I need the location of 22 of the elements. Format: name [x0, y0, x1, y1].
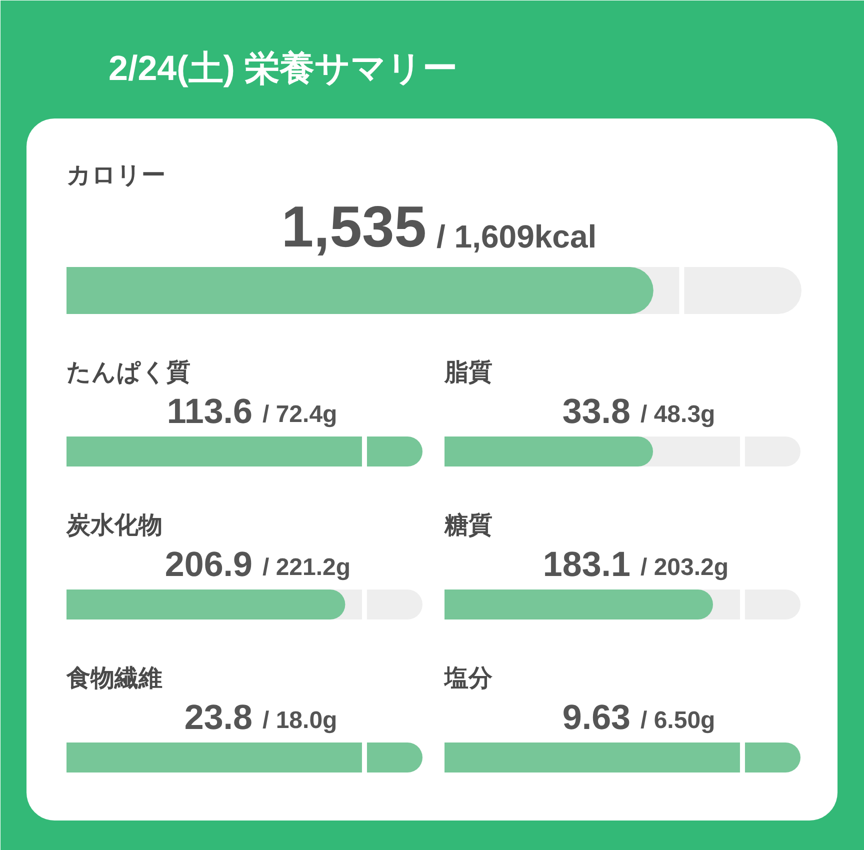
- data-label: 33.8: [562, 392, 631, 431]
- category-label: たんぱく質: [66, 359, 190, 386]
- data-label: 113.6: [166, 392, 252, 431]
- category-label: 糖質: [444, 512, 492, 539]
- data-label: 183.1: [542, 545, 631, 584]
- data-label: / 6.50g: [640, 707, 716, 734]
- data-label: 1,535: [281, 194, 427, 260]
- data-label: / 1,609kcal: [436, 218, 597, 254]
- data-label: / 221.2g: [262, 554, 351, 581]
- data-label: 9.63: [562, 698, 631, 737]
- category-label: 塩分: [444, 665, 494, 692]
- data-label: / 72.4g: [262, 401, 338, 428]
- text: 2/24(土) 栄養サマリー: [108, 49, 458, 88]
- data-label: / 48.3g: [640, 401, 716, 428]
- data-label: / 18.0g: [262, 707, 338, 734]
- data-label: 206.9: [164, 545, 253, 584]
- category-label: カロリー: [66, 162, 166, 189]
- category-label: 食物繊維: [66, 665, 162, 692]
- category-label: 炭水化物: [66, 512, 162, 539]
- data-label: 23.8: [184, 698, 253, 737]
- category-label: 脂質: [444, 359, 492, 386]
- data-label: / 203.2g: [640, 554, 729, 581]
